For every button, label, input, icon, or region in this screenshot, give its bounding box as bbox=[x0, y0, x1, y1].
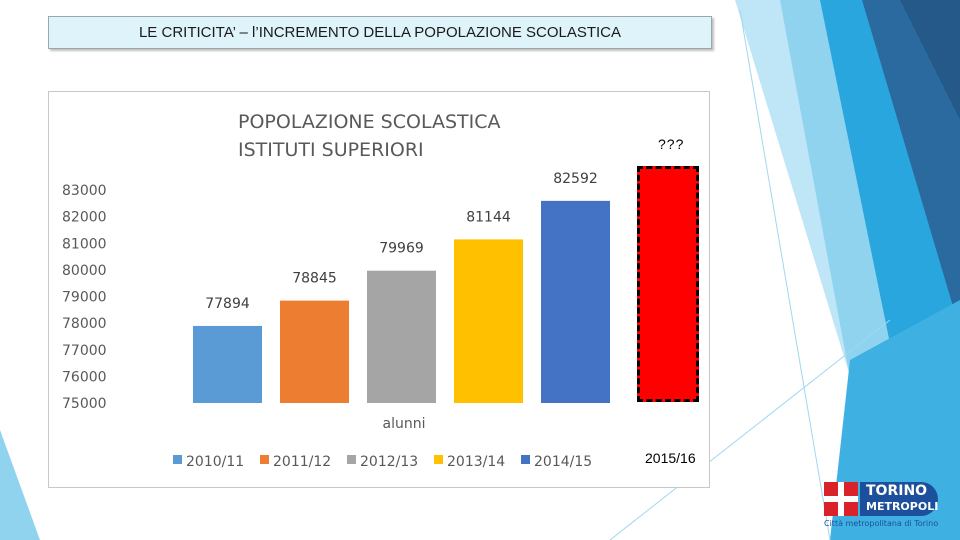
y-tick-label: 81000 bbox=[62, 236, 107, 252]
chart-title: POPOLAZIONE SCOLASTICA ISTITUTI SUPERIOR… bbox=[238, 108, 501, 164]
legend-swatch bbox=[347, 455, 356, 464]
deco-line bbox=[609, 319, 891, 540]
y-tick-label: 83000 bbox=[62, 183, 107, 199]
projection-label: 2015/16 bbox=[645, 450, 696, 466]
bar-2014-15 bbox=[541, 200, 610, 403]
y-tick-label: 82000 bbox=[62, 210, 107, 226]
bar-2013-14 bbox=[454, 239, 523, 403]
y-tick-label: 77000 bbox=[62, 343, 107, 359]
legend-entry: 2011/12 bbox=[273, 454, 331, 470]
x-axis-label: alunni bbox=[383, 416, 426, 432]
logo-text: TORINO METROPOLI bbox=[860, 482, 938, 516]
deco-facet-left bbox=[0, 430, 40, 540]
deco-facet-bottom bbox=[830, 300, 960, 540]
bar-2012-13 bbox=[367, 270, 436, 403]
logo-line2: METROPOLI bbox=[866, 500, 939, 513]
projection-marker: ??? bbox=[658, 136, 685, 152]
deco-facet-navy bbox=[900, 0, 960, 120]
y-tick-label: 78000 bbox=[62, 316, 107, 332]
torino-metropoli-logo: TORINO METROPOLI Città metropolitana di … bbox=[822, 480, 940, 530]
legend-entry: 2014/15 bbox=[534, 454, 592, 470]
deco-line bbox=[739, 9, 831, 540]
y-tick-label: 76000 bbox=[62, 369, 107, 385]
legend-swatch bbox=[434, 455, 443, 464]
slide-title: LE CRITICITA’ – l’INCREMENTO DELLA POPOL… bbox=[48, 16, 712, 49]
chart-title-line1: POPOLAZIONE SCOLASTICA bbox=[238, 111, 501, 133]
data-label: 81144 bbox=[466, 209, 511, 225]
logo-flag-icon bbox=[824, 482, 858, 516]
legend-entry: 2013/14 bbox=[447, 454, 505, 470]
data-label: 78845 bbox=[292, 271, 337, 287]
legend-swatch bbox=[260, 455, 269, 464]
deco-facet-dark bbox=[862, 0, 960, 330]
legend-swatch bbox=[173, 455, 182, 464]
bar-2011-12 bbox=[280, 300, 349, 403]
data-label: 82592 bbox=[553, 171, 598, 187]
y-tick-label: 75000 bbox=[62, 396, 107, 412]
projection-bar bbox=[637, 166, 699, 402]
legend-entry: 2010/11 bbox=[186, 454, 244, 470]
legend-swatch bbox=[521, 455, 530, 464]
data-label: 79969 bbox=[379, 241, 424, 257]
chart-title-line2: ISTITUTI SUPERIORI bbox=[238, 139, 424, 161]
logo-line1: TORINO bbox=[866, 483, 928, 499]
bar-2010-11 bbox=[193, 325, 262, 403]
data-label: 77894 bbox=[205, 296, 250, 312]
y-tick-label: 79000 bbox=[62, 290, 107, 306]
y-tick-label: 80000 bbox=[62, 263, 107, 279]
logo-subtitle: Città metropolitana di Torino bbox=[824, 519, 939, 528]
legend-entry: 2012/13 bbox=[360, 454, 418, 470]
